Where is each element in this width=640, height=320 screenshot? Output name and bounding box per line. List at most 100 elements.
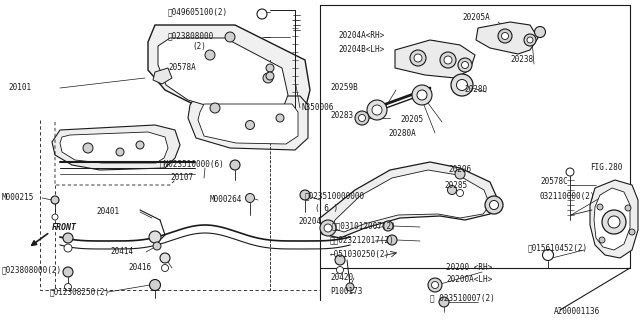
Text: 20283: 20283 xyxy=(330,111,353,121)
Text: 20401: 20401 xyxy=(96,207,119,217)
Circle shape xyxy=(410,50,426,66)
Text: P100173: P100173 xyxy=(330,287,362,297)
Circle shape xyxy=(417,90,427,100)
Circle shape xyxy=(263,73,273,83)
Text: 20200A<LH>: 20200A<LH> xyxy=(446,276,492,284)
Text: M000215: M000215 xyxy=(2,194,35,203)
Polygon shape xyxy=(148,25,310,120)
Polygon shape xyxy=(52,125,180,170)
Text: 20204A<RH>: 20204A<RH> xyxy=(338,31,384,41)
Circle shape xyxy=(527,37,533,43)
Circle shape xyxy=(428,278,442,292)
Circle shape xyxy=(257,9,267,19)
Text: 20416: 20416 xyxy=(128,263,151,273)
Circle shape xyxy=(225,32,235,42)
Text: A200001136: A200001136 xyxy=(554,308,600,316)
Circle shape xyxy=(210,103,220,113)
Text: 20420: 20420 xyxy=(330,274,353,283)
Text: 20259B: 20259B xyxy=(330,84,358,92)
Text: 20205: 20205 xyxy=(400,116,423,124)
Text: 20200 <RH>: 20200 <RH> xyxy=(446,263,492,273)
Polygon shape xyxy=(153,68,172,84)
Text: 20204B<LH>: 20204B<LH> xyxy=(338,45,384,54)
Text: 20285: 20285 xyxy=(444,181,467,190)
Circle shape xyxy=(320,220,336,236)
Circle shape xyxy=(230,160,240,170)
Polygon shape xyxy=(590,180,638,258)
Text: Ⓝ023510000000: Ⓝ023510000000 xyxy=(305,191,365,201)
Circle shape xyxy=(367,100,387,120)
Circle shape xyxy=(63,233,73,243)
Circle shape xyxy=(276,114,284,122)
Circle shape xyxy=(444,56,452,64)
Circle shape xyxy=(543,250,554,260)
Circle shape xyxy=(83,143,93,153)
Text: ⓁⓂ031012007(2): ⓁⓂ031012007(2) xyxy=(332,221,397,230)
Circle shape xyxy=(150,279,161,291)
Circle shape xyxy=(629,229,635,235)
Text: 032110000(2): 032110000(2) xyxy=(540,191,595,201)
Text: ⓂⓂ023212017(2): ⓂⓂ023212017(2) xyxy=(330,236,395,244)
Circle shape xyxy=(524,34,536,46)
Circle shape xyxy=(335,255,345,265)
Polygon shape xyxy=(395,40,475,78)
Text: Ⓜ 023510007(2): Ⓜ 023510007(2) xyxy=(430,293,495,302)
Circle shape xyxy=(455,169,465,179)
Circle shape xyxy=(64,244,72,252)
Circle shape xyxy=(355,111,369,125)
Circle shape xyxy=(337,267,344,274)
Circle shape xyxy=(447,186,456,195)
Text: ⓂN023510000(6): ⓂN023510000(6) xyxy=(160,159,225,169)
Circle shape xyxy=(358,115,365,122)
Text: Ⓜ023808000: Ⓜ023808000 xyxy=(168,31,214,41)
Circle shape xyxy=(414,54,422,62)
Circle shape xyxy=(456,79,467,91)
Circle shape xyxy=(597,204,603,210)
Text: 20238: 20238 xyxy=(510,55,533,65)
Text: 20205A: 20205A xyxy=(462,13,490,22)
Text: 20206: 20206 xyxy=(448,165,471,174)
Text: 20578C: 20578C xyxy=(540,178,568,187)
Circle shape xyxy=(300,190,310,200)
Text: 20101: 20101 xyxy=(8,84,31,92)
Text: Ⓝ023808000(2): Ⓝ023808000(2) xyxy=(2,266,62,275)
Circle shape xyxy=(136,141,144,149)
Circle shape xyxy=(456,189,463,196)
Circle shape xyxy=(116,148,124,156)
Circle shape xyxy=(149,231,161,243)
Circle shape xyxy=(534,27,545,37)
Circle shape xyxy=(458,58,472,72)
Text: (2): (2) xyxy=(192,43,206,52)
Circle shape xyxy=(599,237,605,243)
Circle shape xyxy=(246,194,255,203)
Text: ←051030250(2): ←051030250(2) xyxy=(330,250,390,259)
Circle shape xyxy=(608,216,620,228)
Circle shape xyxy=(439,297,449,307)
Circle shape xyxy=(372,105,382,115)
Polygon shape xyxy=(320,162,498,238)
Circle shape xyxy=(52,214,58,220)
Circle shape xyxy=(266,72,274,80)
Circle shape xyxy=(431,282,438,289)
Circle shape xyxy=(485,196,503,214)
Text: ⒱015610452(2): ⒱015610452(2) xyxy=(528,244,588,252)
Text: 20280: 20280 xyxy=(464,85,487,94)
Text: ⒱012308250(2): ⒱012308250(2) xyxy=(50,287,110,297)
Circle shape xyxy=(205,50,215,60)
Text: FIG.280: FIG.280 xyxy=(590,164,622,172)
Circle shape xyxy=(153,242,161,250)
Text: ( 6 ): ( 6 ) xyxy=(315,204,338,212)
Text: 20414: 20414 xyxy=(110,247,133,257)
Text: N350006: N350006 xyxy=(301,103,333,113)
Circle shape xyxy=(566,168,574,176)
Circle shape xyxy=(51,196,59,204)
Circle shape xyxy=(346,283,354,291)
Text: M000264: M000264 xyxy=(210,196,243,204)
Text: 20578A: 20578A xyxy=(168,63,196,73)
Polygon shape xyxy=(594,188,630,250)
Circle shape xyxy=(602,210,626,234)
Circle shape xyxy=(246,121,255,130)
Text: 20204: 20204 xyxy=(298,218,321,227)
Circle shape xyxy=(440,52,456,68)
Circle shape xyxy=(625,205,631,211)
